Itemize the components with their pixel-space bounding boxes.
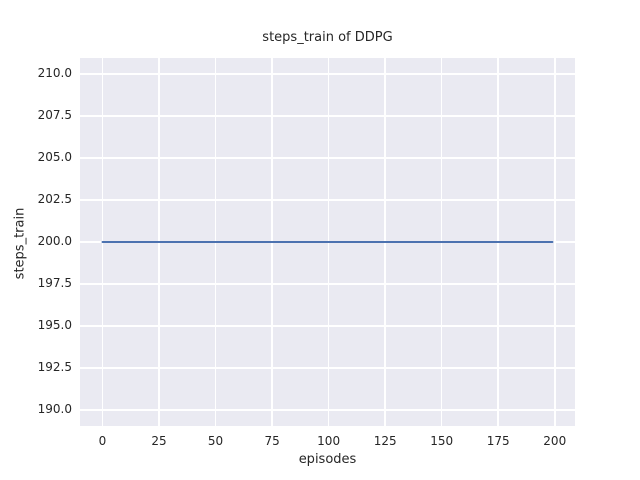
gridline-horizontal: [80, 115, 575, 117]
gridline-horizontal: [80, 367, 575, 369]
x-tick-label: 100: [317, 434, 341, 448]
x-tick-label: 125: [373, 434, 397, 448]
x-tick-label: 75: [264, 434, 280, 448]
x-tick-label: 50: [207, 434, 224, 448]
x-tick-label: 175: [486, 434, 510, 448]
y-tick-label: 202.5: [37, 191, 72, 206]
y-tick-label: 190.0: [37, 402, 72, 417]
chart-title: steps_train of DDPG: [262, 30, 393, 45]
series-layer: [101, 241, 554, 243]
y-tick-label: 210.0: [37, 65, 72, 80]
x-tick-label: 200: [543, 434, 567, 448]
x-tick-label: 150: [430, 434, 454, 448]
gridline-horizontal: [80, 199, 575, 201]
y-tick-label: 197.5: [37, 276, 72, 290]
gridline-horizontal: [80, 409, 575, 411]
gridline-horizontal: [80, 283, 575, 285]
plot-area: [80, 58, 575, 426]
y-tick-label: 192.5: [37, 360, 72, 375]
y-tick-label: 200.0: [37, 234, 72, 248]
gridline-horizontal: [80, 73, 575, 75]
y-tick-label: 195.0: [37, 318, 72, 333]
gridline-horizontal: [80, 157, 575, 159]
x-tick-label: 25: [151, 434, 167, 448]
y-tick-label: 205.0: [37, 149, 72, 164]
y-tick-label: 207.5: [37, 107, 72, 122]
x-axis-label: episodes: [298, 452, 357, 467]
x-tick-label: 0: [98, 434, 107, 448]
gridline-horizontal: [80, 325, 575, 327]
